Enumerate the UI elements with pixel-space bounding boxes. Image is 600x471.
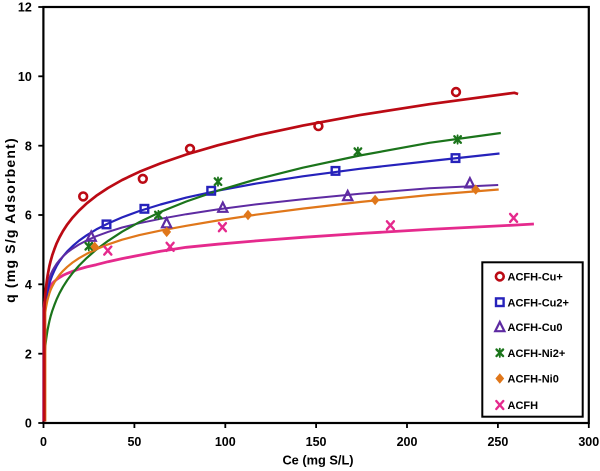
svg-text:ACFH-Ni2+: ACFH-Ni2+: [508, 348, 566, 360]
svg-text:Ce (mg S/L): Ce (mg S/L): [282, 453, 353, 468]
svg-text:300: 300: [578, 435, 599, 449]
svg-text:2: 2: [25, 347, 32, 361]
svg-text:ACFH-Cu2+: ACFH-Cu2+: [508, 297, 569, 309]
svg-text:12: 12: [18, 1, 32, 15]
svg-text:10: 10: [18, 70, 32, 84]
svg-text:8: 8: [25, 139, 32, 153]
svg-text:6: 6: [25, 209, 32, 223]
svg-text:0: 0: [25, 417, 32, 431]
svg-text:ACFH-Cu+: ACFH-Cu+: [508, 272, 563, 284]
svg-text:50: 50: [127, 435, 141, 449]
svg-text:q (mg S/g Adsorbent): q (mg S/g Adsorbent): [2, 137, 18, 303]
svg-text:ACFH-Ni0: ACFH-Ni0: [508, 374, 559, 386]
svg-text:ACFH-Cu0: ACFH-Cu0: [508, 322, 563, 334]
svg-text:200: 200: [397, 435, 418, 449]
svg-text:250: 250: [487, 435, 508, 449]
svg-text:4: 4: [25, 278, 32, 292]
svg-text:ACFH: ACFH: [508, 400, 539, 412]
svg-text:100: 100: [215, 435, 236, 449]
svg-text:0: 0: [40, 435, 47, 449]
svg-text:150: 150: [306, 435, 327, 449]
